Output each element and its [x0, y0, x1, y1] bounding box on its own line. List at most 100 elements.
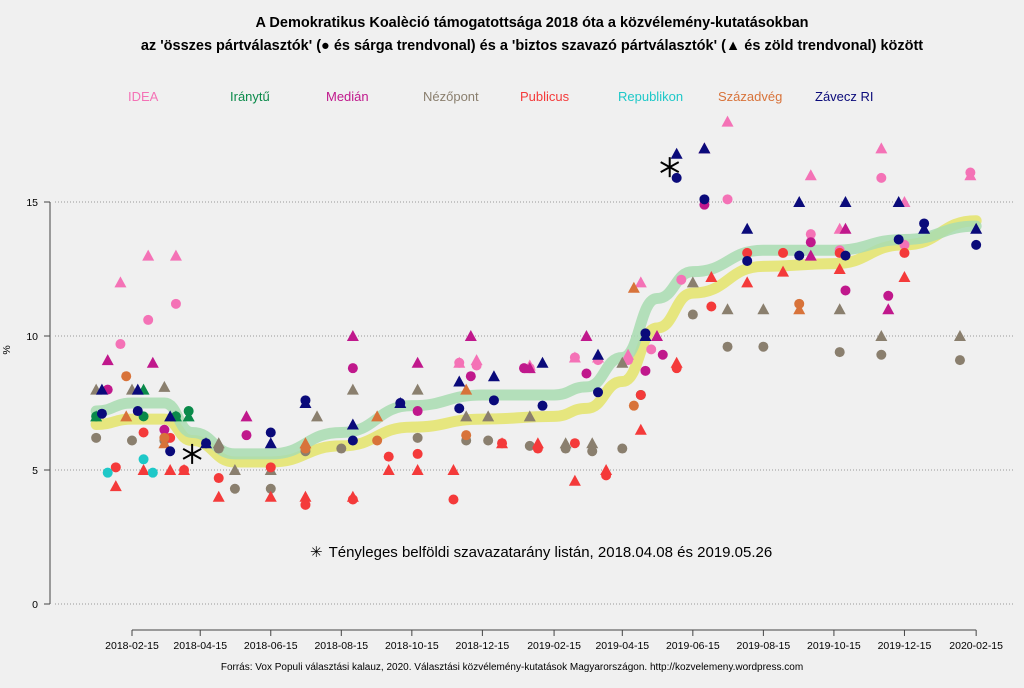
point-circle — [412, 406, 423, 417]
point-circle — [300, 395, 311, 406]
point-circle — [805, 229, 816, 240]
point-circle — [883, 290, 894, 301]
x-tick-label: 2018-10-15 — [385, 640, 439, 652]
point-triangle — [627, 281, 640, 293]
point-circle — [657, 349, 668, 360]
point-triangle — [346, 330, 359, 341]
point-triangle — [411, 356, 424, 368]
legend-item: Medián — [326, 89, 369, 104]
point-circle — [143, 314, 154, 325]
legend-item: Závecz RI — [815, 89, 874, 104]
y-axis-label: % — [1, 345, 13, 354]
point-triangle — [804, 249, 817, 261]
point-triangle — [164, 464, 177, 475]
asterisk-icon: ✳ — [310, 544, 323, 561]
point-circle — [519, 363, 530, 374]
point-circle — [587, 446, 598, 457]
point-circle — [537, 400, 548, 411]
point-triangle — [741, 222, 754, 234]
point-circle — [893, 234, 904, 245]
point-triangle — [670, 147, 683, 159]
x-tick-label: 2018-12-15 — [456, 640, 510, 652]
point-circle — [159, 424, 170, 435]
point-circle — [465, 371, 476, 382]
point-circle — [91, 432, 102, 443]
point-circle — [115, 339, 126, 350]
point-circle — [110, 462, 121, 473]
point-circle — [213, 443, 224, 454]
point-triangle — [131, 383, 144, 395]
point-triangle — [721, 303, 734, 315]
point-circle — [635, 389, 646, 400]
actual-result-marker — [660, 157, 680, 178]
x-tick-label: 2018-06-15 — [244, 640, 298, 652]
legend-item: IDEA — [128, 89, 159, 104]
point-circle — [454, 403, 465, 414]
point-triangle — [536, 356, 549, 368]
point-circle — [300, 443, 311, 454]
point-circle — [623, 355, 634, 366]
point-circle — [497, 438, 508, 449]
point-triangle — [447, 464, 460, 475]
point-circle — [919, 218, 930, 229]
point-circle — [899, 247, 910, 258]
point-triangle — [875, 142, 888, 154]
point-circle — [742, 247, 753, 258]
chart-title: A Demokratikus Koalèció támogatottsága 2… — [255, 15, 809, 31]
point-circle — [201, 438, 212, 449]
point-triangle — [299, 490, 312, 502]
point-circle — [241, 430, 252, 441]
point-circle — [102, 467, 113, 478]
chart-subtitle: az 'összes pártválasztók' (● és sárga tr… — [140, 38, 924, 54]
point-triangle — [120, 410, 133, 422]
point-circle — [383, 451, 394, 462]
point-triangle — [264, 490, 277, 502]
point-triangle — [882, 303, 895, 315]
point-circle — [758, 341, 769, 352]
point-circle — [671, 363, 682, 374]
point-circle — [183, 406, 194, 417]
point-circle — [617, 443, 628, 454]
point-triangle — [580, 330, 593, 341]
x-tick-label: 2019-02-15 — [527, 640, 581, 652]
point-circle — [213, 473, 224, 484]
x-tick-label: 2019-12-15 — [878, 640, 932, 652]
x-tick-label: 2020-02-15 — [949, 640, 1003, 652]
annotation: ✳ Tényleges belföldi szavazatarány listán… — [310, 543, 772, 561]
point-circle — [687, 309, 698, 320]
point-circle — [448, 494, 459, 505]
point-circle — [805, 237, 816, 248]
point-circle — [132, 406, 143, 417]
point-circle — [671, 172, 682, 183]
point-circle — [347, 435, 358, 446]
point-circle — [722, 194, 733, 205]
point-triangle — [101, 354, 114, 366]
point-circle — [229, 483, 240, 494]
y-tick-label: 0 — [32, 599, 38, 611]
point-triangle — [311, 410, 324, 422]
point-circle — [96, 408, 107, 419]
point-triangle — [460, 383, 473, 395]
point-circle — [954, 355, 965, 366]
point-triangle — [953, 330, 966, 341]
point-circle — [165, 446, 176, 457]
point-circle — [265, 462, 276, 473]
y-tick-label: 5 — [32, 465, 38, 477]
point-circle — [461, 430, 472, 441]
point-circle — [706, 301, 717, 312]
point-triangle — [382, 464, 395, 475]
point-triangle — [804, 169, 817, 181]
point-circle — [336, 443, 347, 454]
point-triangle — [634, 276, 647, 288]
point-circle — [347, 494, 358, 505]
point-circle — [170, 298, 181, 309]
point-triangle — [634, 423, 647, 435]
point-circle — [646, 344, 657, 355]
point-triangle — [95, 383, 108, 395]
point-circle — [581, 368, 592, 379]
point-circle — [778, 247, 789, 258]
point-triangle — [839, 222, 852, 234]
point-circle — [121, 371, 132, 382]
y-tick-label: 10 — [26, 331, 38, 343]
point-triangle — [109, 480, 122, 492]
